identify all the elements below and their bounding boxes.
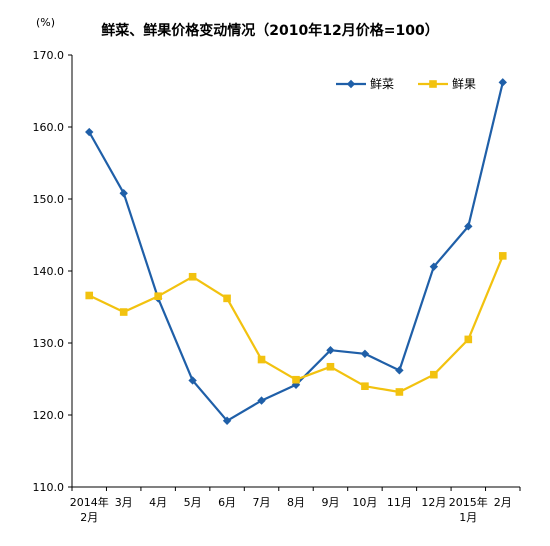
series-line-1 xyxy=(88,82,504,422)
x-tick-label: 11月 xyxy=(387,496,412,509)
y-tick-label: 160.0 xyxy=(33,121,65,134)
x-tick-label: 5月 xyxy=(184,496,202,509)
data-point xyxy=(223,294,231,303)
x-tick-label: 12月 xyxy=(421,496,446,509)
data-point xyxy=(326,362,335,371)
legend-label: 鲜果 xyxy=(452,77,476,91)
legend-label: 鲜菜 xyxy=(370,77,394,91)
data-point xyxy=(464,335,473,344)
y-tick-labels: 110.0 120.0 130.0 140.0 150.0 160.0 170.0 xyxy=(33,49,72,494)
data-point xyxy=(498,78,507,87)
x-tick-label: 4月 xyxy=(149,496,167,509)
data-point xyxy=(464,222,473,231)
legend-marker xyxy=(346,79,356,89)
y-tick-label: 150.0 xyxy=(33,193,65,206)
y-unit-label: (%) xyxy=(36,16,55,29)
data-point xyxy=(188,272,197,281)
data-point xyxy=(395,366,404,375)
legend-marker xyxy=(429,80,437,88)
data-point xyxy=(119,308,128,316)
data-point xyxy=(154,292,162,300)
data-point xyxy=(361,382,369,390)
x-tick-label: 2015年 1月 xyxy=(449,495,488,524)
y-tick-label: 130.0 xyxy=(33,337,65,350)
x-tick-label: 2014年 2月 xyxy=(70,495,109,524)
x-tick-label: 7月 xyxy=(253,496,271,509)
chart-title: 鲜菜、鲜果价格变动情况（2010年12月价格=100） xyxy=(101,22,438,39)
data-point xyxy=(360,349,370,358)
data-point xyxy=(188,376,197,385)
y-tick-label: 140.0 xyxy=(33,265,65,278)
x-tick-label: 2月 xyxy=(494,496,512,509)
series-group xyxy=(85,78,507,425)
data-point xyxy=(429,262,439,271)
legend: 鲜菜 鲜果 xyxy=(336,77,476,91)
x-tick-labels: 2014年 2月 3月 4月 5月 6月 7月 8月 9月 10月 11月 12月 2015年 1月 2月 xyxy=(70,487,521,524)
x-tick-label: 3月 xyxy=(115,496,133,509)
data-point xyxy=(292,375,300,384)
data-point xyxy=(326,346,335,355)
y-tick-label: 110.0 xyxy=(33,481,65,494)
data-point xyxy=(498,252,507,260)
axes xyxy=(71,55,520,488)
data-point xyxy=(257,355,266,364)
data-point xyxy=(430,370,438,379)
y-tick-label: 120.0 xyxy=(33,409,65,422)
y-tick-label: 170.0 xyxy=(33,49,65,62)
data-point xyxy=(85,127,94,137)
x-tick-label: 8月 xyxy=(287,496,305,509)
data-point xyxy=(119,189,128,198)
x-tick-label: 9月 xyxy=(321,496,339,509)
data-point xyxy=(395,388,404,396)
data-point xyxy=(85,291,94,300)
data-point xyxy=(257,396,266,405)
x-tick-label: 10月 xyxy=(352,496,377,509)
x-tick-label: 6月 xyxy=(218,496,236,509)
data-point xyxy=(222,416,232,425)
